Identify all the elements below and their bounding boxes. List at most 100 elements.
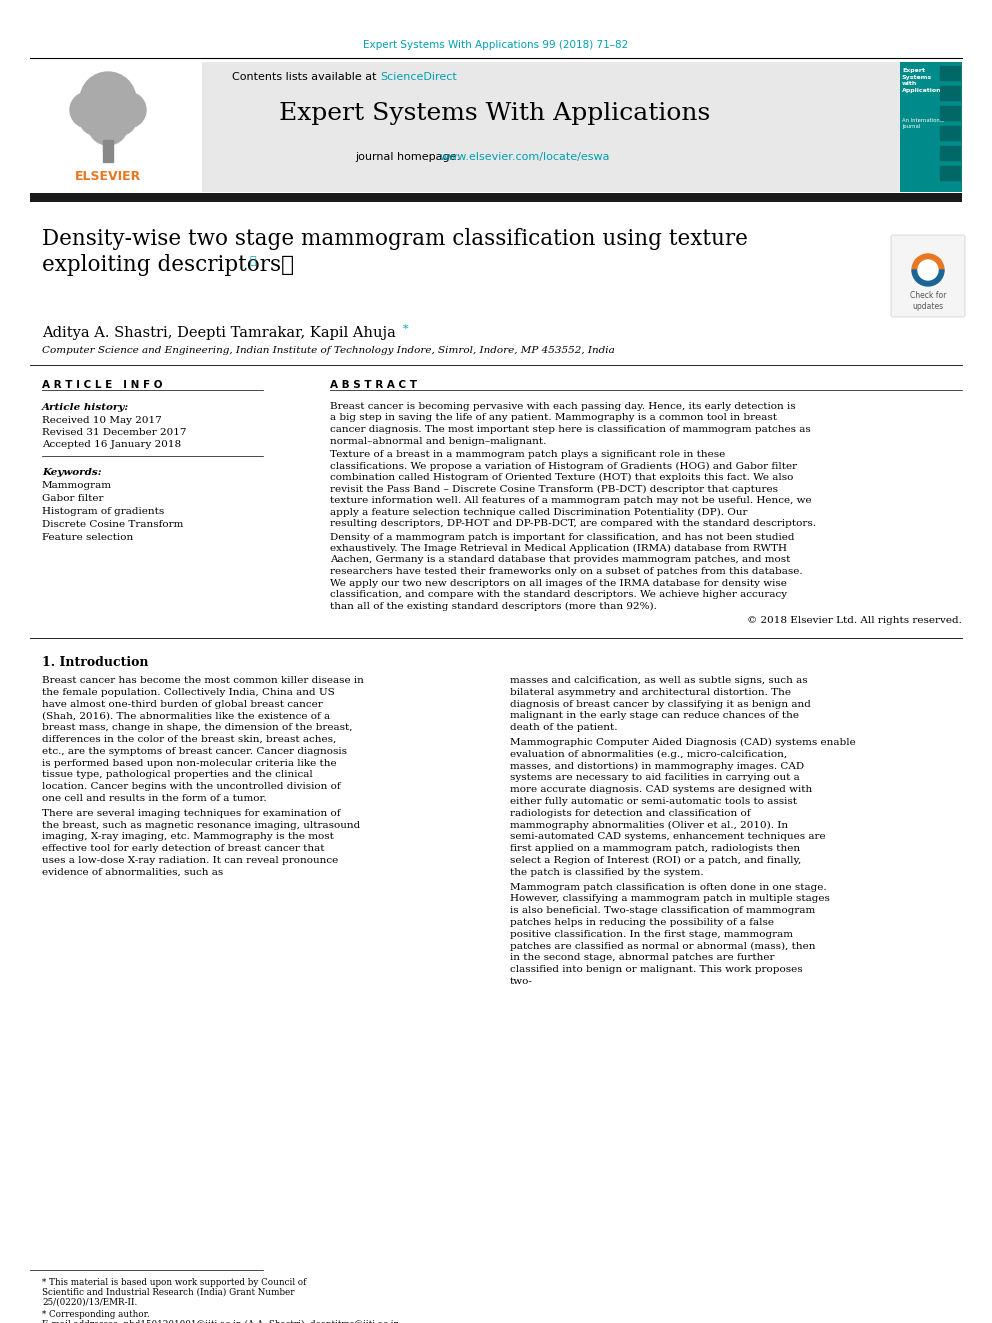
Text: We apply our two new descriptors on all images of the IRMA database for density : We apply our two new descriptors on all …: [330, 578, 787, 587]
Text: (Shah, 2016). The abnormalities like the existence of a: (Shah, 2016). The abnormalities like the…: [42, 712, 330, 721]
Text: bilateral asymmetry and architectural distortion. The: bilateral asymmetry and architectural di…: [510, 688, 791, 697]
Text: Mammogram patch classification is often done in one stage.: Mammogram patch classification is often …: [510, 882, 826, 892]
Text: tissue type, pathological properties and the clinical: tissue type, pathological properties and…: [42, 770, 312, 779]
Text: Aditya A. Shastri, Deepti Tamrakar, Kapil Ahuja: Aditya A. Shastri, Deepti Tamrakar, Kapi…: [42, 325, 396, 340]
Text: researchers have tested their frameworks only on a subset of patches from this d: researchers have tested their frameworks…: [330, 568, 803, 576]
Text: ScienceDirect: ScienceDirect: [380, 71, 456, 82]
Text: more accurate diagnosis. CAD systems are designed with: more accurate diagnosis. CAD systems are…: [510, 785, 812, 794]
Text: is also beneficial. Two-stage classification of mammogram: is also beneficial. Two-stage classifica…: [510, 906, 815, 916]
Circle shape: [88, 105, 128, 146]
FancyBboxPatch shape: [30, 62, 202, 192]
Text: masses, and distortions) in mammography images. CAD: masses, and distortions) in mammography …: [510, 762, 805, 771]
Text: Breast cancer has become the most common killer disease in: Breast cancer has become the most common…: [42, 676, 364, 685]
Bar: [940, 126, 960, 140]
Text: 1. Introduction: 1. Introduction: [42, 656, 149, 669]
Text: classifications. We propose a variation of Histogram of Gradients (HOG) and Gabo: classifications. We propose a variation …: [330, 462, 798, 471]
Text: Scientific and Industrial Research (India) Grant Number: Scientific and Industrial Research (Indi…: [42, 1289, 295, 1297]
Wedge shape: [912, 254, 944, 270]
Text: apply a feature selection technique called Discrimination Potentiality (DP). Our: apply a feature selection technique call…: [330, 508, 748, 516]
Text: Density of a mammogram patch is important for classification, and has not been s: Density of a mammogram patch is importan…: [330, 532, 795, 541]
Text: Revised 31 December 2017: Revised 31 December 2017: [42, 429, 186, 437]
Text: ELSEVIER: ELSEVIER: [74, 169, 141, 183]
Text: is performed based upon non-molecular criteria like the: is performed based upon non-molecular cr…: [42, 758, 336, 767]
Text: evidence of abnormalities, such as: evidence of abnormalities, such as: [42, 868, 223, 877]
Text: systems are necessary to aid facilities in carrying out a: systems are necessary to aid facilities …: [510, 774, 800, 782]
Text: cancer diagnosis. The most important step here is classification of mammogram pa: cancer diagnosis. The most important ste…: [330, 425, 810, 434]
Text: Breast cancer is becoming pervasive with each passing day. Hence, its early dete: Breast cancer is becoming pervasive with…: [330, 402, 796, 411]
Text: Texture of a breast in a mammogram patch plays a significant role in these: Texture of a breast in a mammogram patch…: [330, 450, 725, 459]
Text: Accepted 16 January 2018: Accepted 16 January 2018: [42, 441, 182, 448]
Text: www.elsevier.com/locate/eswa: www.elsevier.com/locate/eswa: [440, 152, 610, 161]
Circle shape: [110, 93, 146, 128]
FancyBboxPatch shape: [900, 62, 962, 192]
Text: select a Region of Interest (ROI) or a patch, and finally,: select a Region of Interest (ROI) or a p…: [510, 856, 802, 865]
Text: resulting descriptors, DP-HOT and DP-PB-DCT, are compared with the standard desc: resulting descriptors, DP-HOT and DP-PB-…: [330, 519, 816, 528]
Text: radiologists for detection and classification of: radiologists for detection and classific…: [510, 808, 751, 818]
Text: the female population. Collectively India, China and US: the female population. Collectively Indi…: [42, 688, 334, 697]
Text: Contents lists available at: Contents lists available at: [232, 71, 380, 82]
Text: revisit the Pass Band – Discrete Cosine Transform (PB-DCT) descriptor that captu: revisit the Pass Band – Discrete Cosine …: [330, 484, 778, 493]
Text: a big step in saving the life of any patient. Mammography is a common tool in br: a big step in saving the life of any pat…: [330, 414, 777, 422]
Text: first applied on a mammogram patch, radiologists then: first applied on a mammogram patch, radi…: [510, 844, 801, 853]
Text: texture information well. All features of a mammogram patch may not be useful. H: texture information well. All features o…: [330, 496, 811, 505]
Bar: [940, 106, 960, 120]
Text: have almost one-third burden of global breast cancer: have almost one-third burden of global b…: [42, 700, 322, 709]
Bar: [103, 140, 113, 161]
Text: Expert Systems With Applications: Expert Systems With Applications: [280, 102, 710, 124]
Bar: [940, 66, 960, 79]
Text: classification, and compare with the standard descriptors. We achieve higher acc: classification, and compare with the sta…: [330, 590, 787, 599]
Text: However, classifying a mammogram patch in multiple stages: However, classifying a mammogram patch i…: [510, 894, 830, 904]
Text: Article history:: Article history:: [42, 404, 129, 411]
Text: * Corresponding author.: * Corresponding author.: [42, 1310, 150, 1319]
Text: exhaustively. The Image Retrieval in Medical Application (IRMA) database from RW: exhaustively. The Image Retrieval in Med…: [330, 544, 787, 553]
Circle shape: [70, 93, 106, 128]
Wedge shape: [912, 270, 944, 286]
Text: Expert
Systems
with
Applications: Expert Systems with Applications: [902, 67, 945, 93]
Text: semi-automated CAD systems, enhancement techniques are: semi-automated CAD systems, enhancement …: [510, 832, 825, 841]
Text: There are several imaging techniques for examination of: There are several imaging techniques for…: [42, 808, 340, 818]
Text: etc., are the symptoms of breast cancer. Cancer diagnosis: etc., are the symptoms of breast cancer.…: [42, 746, 347, 755]
FancyBboxPatch shape: [30, 193, 962, 202]
Text: patches helps in reducing the possibility of a false: patches helps in reducing the possibilit…: [510, 918, 774, 927]
Circle shape: [80, 71, 136, 128]
Circle shape: [918, 261, 938, 280]
Text: patches are classified as normal or abnormal (mass), then: patches are classified as normal or abno…: [510, 942, 815, 951]
Circle shape: [106, 105, 136, 135]
Text: exploiting descriptors★: exploiting descriptors★: [42, 254, 294, 277]
Text: two-: two-: [510, 976, 533, 986]
Text: effective tool for early detection of breast cancer that: effective tool for early detection of br…: [42, 844, 324, 853]
FancyBboxPatch shape: [891, 235, 965, 318]
Text: * This material is based upon work supported by Council of: * This material is based upon work suppo…: [42, 1278, 307, 1287]
Text: Check for
updates: Check for updates: [910, 291, 946, 311]
Text: imaging, X-ray imaging, etc. Mammography is the most: imaging, X-ray imaging, etc. Mammography…: [42, 832, 334, 841]
Text: classified into benign or malignant. This work proposes: classified into benign or malignant. Thi…: [510, 966, 803, 974]
Bar: [940, 86, 960, 101]
Text: Keywords:: Keywords:: [42, 468, 101, 478]
Text: Mammographic Computer Aided Diagnosis (CAD) systems enable: Mammographic Computer Aided Diagnosis (C…: [510, 738, 856, 747]
Text: © 2018 Elsevier Ltd. All rights reserved.: © 2018 Elsevier Ltd. All rights reserved…: [747, 617, 962, 624]
Text: masses and calcification, as well as subtle signs, such as: masses and calcification, as well as sub…: [510, 676, 807, 685]
Text: 25/(0220)/13/EMR-II.: 25/(0220)/13/EMR-II.: [42, 1298, 137, 1307]
Text: Received 10 May 2017: Received 10 May 2017: [42, 415, 162, 425]
Text: evaluation of abnormalities (e.g., micro-calcification,: evaluation of abnormalities (e.g., micro…: [510, 750, 787, 759]
Text: *: *: [403, 324, 409, 333]
Text: Mammogram: Mammogram: [42, 482, 112, 490]
Text: Feature selection: Feature selection: [42, 533, 133, 542]
Text: A R T I C L E   I N F O: A R T I C L E I N F O: [42, 380, 163, 390]
Text: Expert Systems With Applications 99 (2018) 71–82: Expert Systems With Applications 99 (201…: [363, 40, 629, 50]
Text: Histogram of gradients: Histogram of gradients: [42, 507, 165, 516]
Text: differences in the color of the breast skin, breast aches,: differences in the color of the breast s…: [42, 736, 336, 744]
Text: death of the patient.: death of the patient.: [510, 724, 617, 732]
Text: the breast, such as magnetic resonance imaging, ultrasound: the breast, such as magnetic resonance i…: [42, 820, 360, 830]
Text: Density-wise two stage mammogram classification using texture: Density-wise two stage mammogram classif…: [42, 228, 748, 250]
Text: breast mass, change in shape, the dimension of the breast,: breast mass, change in shape, the dimens…: [42, 724, 352, 732]
Text: combination called Histogram of Oriented Texture (HOT) that exploits this fact. : combination called Histogram of Oriented…: [330, 474, 794, 482]
Text: ★: ★: [249, 255, 256, 266]
Text: Discrete Cosine Transform: Discrete Cosine Transform: [42, 520, 184, 529]
Text: the patch is classified by the system.: the patch is classified by the system.: [510, 868, 703, 877]
FancyBboxPatch shape: [30, 62, 900, 192]
Text: either fully automatic or semi-automatic tools to assist: either fully automatic or semi-automatic…: [510, 796, 797, 806]
Text: uses a low-dose X-ray radiation. It can reveal pronounce: uses a low-dose X-ray radiation. It can …: [42, 856, 338, 865]
Text: positive classification. In the first stage, mammogram: positive classification. In the first st…: [510, 930, 793, 939]
Text: Aachen, Germany is a standard database that provides mammogram patches, and most: Aachen, Germany is a standard database t…: [330, 556, 791, 565]
